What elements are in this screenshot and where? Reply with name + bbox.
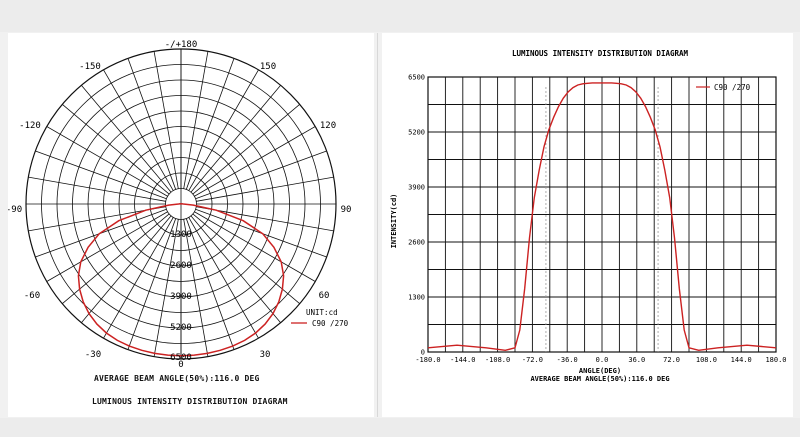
cartesian-x-tick-label: 180.0 (765, 356, 786, 364)
cartesian-x-tick-label: 36.0 (628, 356, 645, 364)
cartesian-y-axis-label: INTENSITY(cd) (390, 194, 398, 249)
top-band (0, 0, 800, 32)
polar-radial-label-6500: 6500 (170, 353, 192, 363)
polar-angle-label-150: 150 (260, 62, 276, 72)
cartesian-x-tick-label: -144.0 (450, 356, 475, 364)
bottom-band (0, 418, 800, 437)
polar-spoke (81, 85, 172, 193)
cartesian-grid (427, 76, 777, 353)
polar-spoke (153, 51, 179, 189)
cartesian-y-tick-label: 5200 (408, 129, 425, 137)
cartesian-x-tick-label: 72.0 (663, 356, 680, 364)
polar-spoke (81, 215, 172, 323)
polar-spoke (190, 215, 281, 323)
cartesian-chart-panel: LUMINOUS INTENSITY DISTRIBUTION DIAGRAM … (382, 33, 793, 417)
polar-radial-label-5200: 5200 (170, 323, 192, 333)
panel-divider (377, 33, 378, 417)
polar-chart: -/+180 -150 150 -120 120 -90 90 -60 60 -… (6, 40, 352, 370)
polar-spoke (196, 176, 334, 202)
cartesian-y-tick-label: 3900 (408, 184, 425, 192)
polar-spoke (185, 58, 235, 190)
polar-chart-title: LUMINOUS INTENSITY DISTRIBUTION DIAGRAM (92, 397, 288, 406)
polar-spoke (194, 211, 316, 282)
polar-angle-label-minus120: -120 (19, 121, 41, 131)
polar-spoke (153, 219, 179, 357)
polar-spoke (183, 219, 209, 357)
polar-radial-label-1300: 1300 (170, 230, 192, 240)
polar-angle-label-180: -/+180 (165, 40, 198, 50)
cartesian-y-tick-label: 6500 (408, 74, 425, 82)
polar-spoke (190, 85, 281, 193)
polar-spoke (195, 150, 327, 200)
polar-spoke (103, 69, 174, 191)
cartesian-tick-labels: -180.0 -144.0 -108.0 -72.0 -36.0 0.0 36.0 72.0 1… (408, 74, 786, 365)
polar-angle-label-0: 0 (178, 360, 183, 370)
polar-legend-label: C90 /270 (312, 319, 349, 328)
polar-spoke (103, 217, 174, 339)
polar-spoke (62, 104, 170, 195)
polar-radial-label-2600: 2600 (170, 261, 192, 271)
polar-unit-label: UNIT:cd (306, 308, 338, 317)
polar-spoke (194, 126, 316, 197)
polar-angle-label-minus150: -150 (79, 62, 101, 72)
polar-spoke (183, 51, 209, 189)
polar-spoke (188, 217, 259, 339)
polar-angle-label-30: 30 (260, 350, 271, 360)
cartesian-x-tick-label: -36.0 (557, 356, 578, 364)
polar-spoke (185, 218, 235, 350)
cartesian-legend-label: C90 /270 (714, 83, 751, 92)
cartesian-curve-layer (427, 82, 777, 352)
cartesian-y-tick-label: 0 (421, 349, 425, 357)
cartesian-x-tick-label: -72.0 (522, 356, 543, 364)
cartesian-beam-angle-text: AVERAGE BEAM ANGLE(50%):116.0 DEG (530, 375, 669, 383)
polar-angle-label-minus60: -60 (24, 291, 40, 301)
polar-spoke (188, 69, 259, 191)
polar-spoke (28, 176, 166, 202)
cartesian-chart-title: LUMINOUS INTENSITY DISTRIBUTION DIAGRAM (512, 49, 689, 58)
polar-angle-label-120: 120 (320, 121, 336, 131)
cartesian-x-axis-label: ANGLE(DEG) (579, 367, 621, 375)
polar-angle-label-90: 90 (341, 205, 352, 215)
cartesian-x-tick-label: 108.0 (696, 356, 717, 364)
polar-chart-panel: -/+180 -150 150 -120 120 -90 90 -60 60 -… (6, 33, 374, 417)
cartesian-x-tick-label: 0.0 (596, 356, 609, 364)
polar-spoke (127, 218, 177, 350)
cartesian-y-tick-label: 2600 (408, 239, 425, 247)
polar-spoke (46, 126, 168, 197)
cartesian-series-c90-270 (427, 82, 777, 352)
cartesian-chart: LUMINOUS INTENSITY DISTRIBUTION DIAGRAM … (390, 49, 787, 383)
cartesian-x-tick-label: 144.0 (731, 356, 752, 364)
polar-spoke (46, 211, 168, 282)
cartesian-y-tick-label: 1300 (408, 294, 425, 302)
polar-spoke (192, 104, 300, 195)
polar-angle-label-minus30: -30 (85, 350, 101, 360)
polar-angle-label-60: 60 (319, 291, 330, 301)
cartesian-x-tick-label: -180.0 (415, 356, 440, 364)
polar-spoke (127, 58, 177, 190)
polar-angle-label-minus90: -90 (8, 205, 22, 215)
polar-spoke (35, 150, 167, 200)
polar-curve-layer (77, 203, 285, 357)
polar-series-c90-270 (77, 203, 285, 357)
polar-beam-angle-text: AVERAGE BEAM ANGLE(50%):116.0 DEG (94, 374, 260, 383)
polar-radial-label-3900: 3900 (170, 292, 192, 302)
polar-grid (25, 48, 337, 360)
cartesian-x-tick-label: -108.0 (485, 356, 510, 364)
